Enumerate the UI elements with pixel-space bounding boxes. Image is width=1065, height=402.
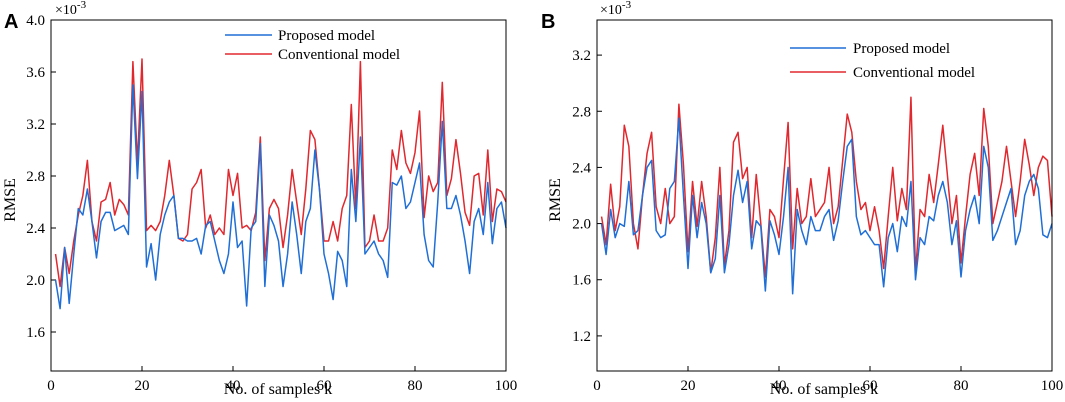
x-tick-label-a: 60 (317, 378, 332, 394)
y-tick-label-a: 1.6 (26, 325, 45, 341)
plot-frame-b (596, 19, 1053, 372)
x-ticks-b: 0 20 40 60 80 100 (593, 366, 1063, 394)
y-tick-label-a: 4.0 (26, 13, 45, 29)
y-tick-label-a: 2.8 (26, 169, 45, 185)
y-tick-label-a: 2.0 (26, 273, 45, 289)
y-tick-label-a: 3.2 (26, 117, 45, 133)
x-ticks-a: 0 20 40 60 80 100 (47, 366, 517, 394)
y-tick-label-b: 2.0 (572, 217, 591, 233)
y-tick-label-a: 3.6 (26, 65, 45, 81)
panel-label-b: B (541, 11, 555, 33)
series-line-proposed-a (54, 84, 507, 310)
legend-label-proposed-a: Proposed model (278, 28, 375, 44)
y-tick-label-a: 2.4 (26, 221, 45, 237)
legend-a: Proposed model Conventional model (225, 28, 400, 63)
y-ticks-b: 1.2 1.6 2.0 2.4 2.8 3.2 (572, 48, 602, 345)
x-tick-label-a: 40 (226, 378, 241, 394)
x-tick-label-b: 0 (593, 378, 601, 394)
y-axis-label-a: RMSE (2, 178, 19, 222)
x-tick-label-a: 100 (495, 378, 518, 394)
x-tick-label-b: 40 (772, 378, 787, 394)
legend-label-conventional-a: Conventional model (278, 47, 400, 63)
x-tick-label-b: 20 (681, 378, 696, 394)
x-axis-label-b: No. of samples k (770, 381, 878, 398)
y-axis-label-b: RMSE (547, 178, 564, 222)
y-tick-label-b: 2.8 (572, 104, 591, 120)
x-axis-label-a: No. of samples k (224, 381, 332, 398)
x-tick-label-a: 20 (135, 378, 150, 394)
chart-panel-a: A ×10-3 RMSE No. of samples k 1.6 2.0 2.4 2… (2, 0, 517, 398)
panel-label-a: A (4, 11, 18, 33)
exponent-label-a: ×10-3 (55, 0, 87, 18)
series-layer-b (600, 96, 1053, 295)
x-tick-label-b: 80 (954, 378, 969, 394)
chart-panel-b: B ×10-3 RMSE No. of samples k 1.2 1.6 2.0 2… (541, 0, 1063, 398)
series-line-conventional-b (600, 96, 1053, 278)
x-tick-label-a: 0 (47, 378, 55, 394)
y-ticks-a: 1.6 2.0 2.4 2.8 3.2 3.6 4.0 (26, 13, 56, 341)
y-tick-label-b: 2.4 (572, 160, 591, 176)
series-layer-a (54, 58, 507, 310)
legend-b: Proposed model Conventional model (790, 41, 975, 81)
exponent-label-b: ×10-3 (600, 0, 632, 18)
y-tick-label-b: 1.6 (572, 273, 591, 289)
plot-frame-a (50, 19, 507, 372)
legend-label-conventional-b: Conventional model (853, 65, 975, 81)
x-tick-label-b: 60 (863, 378, 878, 394)
y-tick-label-b: 3.2 (572, 48, 591, 64)
legend-label-proposed-b: Proposed model (853, 41, 950, 57)
series-line-conventional-a (54, 58, 507, 288)
x-tick-label-b: 100 (1041, 378, 1064, 394)
series-line-proposed-b (600, 117, 1053, 295)
x-tick-label-a: 80 (408, 378, 423, 394)
y-tick-label-b: 1.2 (572, 329, 591, 345)
